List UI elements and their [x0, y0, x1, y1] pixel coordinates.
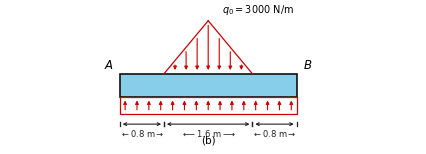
Text: B: B [303, 59, 311, 72]
Text: A: A [104, 59, 112, 72]
Text: $\longleftarrow$1.6 m$\longrightarrow$: $\longleftarrow$1.6 m$\longrightarrow$ [181, 128, 235, 139]
Bar [120, 97, 296, 114]
Bar [120, 74, 296, 97]
Text: $\leftarrow$0.8 m$\rightarrow$: $\leftarrow$0.8 m$\rightarrow$ [119, 128, 164, 139]
Text: $q_0 = 3000\ \mathrm{N/m}$: $q_0 = 3000\ \mathrm{N/m}$ [222, 3, 294, 17]
Text: $\leftarrow$0.8 m$\rightarrow$: $\leftarrow$0.8 m$\rightarrow$ [252, 128, 296, 139]
Text: (b): (b) [200, 136, 215, 146]
